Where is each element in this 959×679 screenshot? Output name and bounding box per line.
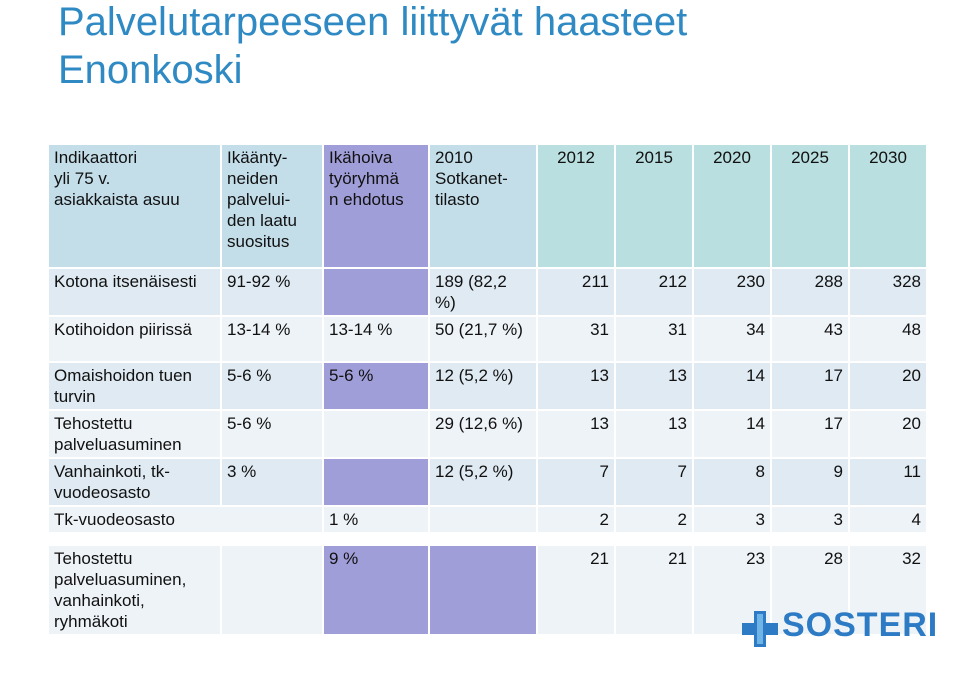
row-workgroup: 5-6 % <box>322 361 430 411</box>
table-row: Tk-vuodeosasto 1 % 2 2 3 3 4 <box>47 505 928 534</box>
table-row: Tehostettu palveluasuminen, vanhainkoti,… <box>47 544 928 636</box>
row-value: 13 <box>536 409 616 459</box>
logo-text: SOSTERI <box>782 606 939 644</box>
row-value: 31 <box>536 315 616 363</box>
row-sotkanet <box>428 505 538 534</box>
row-value: 23 <box>692 544 772 636</box>
row-value: 34 <box>692 315 772 363</box>
table-row: Kotihoidon piirissä 13-14 % 13-14 % 50 (… <box>47 315 928 363</box>
row-value: 14 <box>692 409 772 459</box>
row-value: 21 <box>536 544 616 636</box>
row-sotkanet: 50 (21,7 %) <box>428 315 538 363</box>
row-value: 328 <box>848 267 928 317</box>
header-year: 2030 <box>848 143 928 269</box>
page-title: Palvelutarpeeseen liittyvät haasteet Eno… <box>58 0 687 94</box>
row-value: 32 <box>848 544 928 636</box>
row-value: 3 <box>770 505 850 534</box>
table-row: Omaishoidon tuen turvin 5-6 % 5-6 % 12 (… <box>47 361 928 411</box>
row-value: 2 <box>536 505 616 534</box>
header-indicator: Indikaattori yli 75 v. asiakkaista asuu <box>47 143 222 269</box>
row-quality: 91-92 % <box>220 267 324 317</box>
row-sotkanet: 29 (12,6 %) <box>428 409 538 459</box>
cross-icon <box>742 611 778 647</box>
row-indicator: Kotihoidon piirissä <box>47 315 222 363</box>
row-value: 13 <box>536 361 616 411</box>
row-value: 20 <box>848 409 928 459</box>
row-value: 3 <box>692 505 772 534</box>
row-quality: 13-14 % <box>220 315 324 363</box>
sosteri-logo: SOSTERI <box>740 603 937 653</box>
row-value: 28 <box>770 544 850 636</box>
row-value: 48 <box>848 315 928 363</box>
row-workgroup: 1 % <box>322 505 430 534</box>
row-indicator: Tehostettu palveluasuminen <box>47 409 222 459</box>
row-value: 14 <box>692 361 772 411</box>
row-indicator: Tk-vuodeosasto <box>47 505 324 534</box>
table-row: Tehostettu palveluasuminen 5-6 % 29 (12,… <box>47 409 928 459</box>
row-value: 7 <box>614 457 694 507</box>
gap-cell <box>47 532 928 546</box>
header-year: 2025 <box>770 143 850 269</box>
header-year: 2012 <box>536 143 616 269</box>
row-workgroup <box>322 409 430 459</box>
row-quality: 5-6 % <box>220 409 324 459</box>
header-quality: Ikäänty-neiden palvelui-den laatu suositus <box>220 143 324 269</box>
table-header-row: Indikaattori yli 75 v. asiakkaista asuu Ik… <box>47 143 928 269</box>
row-sotkanet: 189 (82,2 %) <box>428 267 538 317</box>
row-value: 43 <box>770 315 850 363</box>
row-value: 13 <box>614 409 694 459</box>
row-quality: 5-6 % <box>220 361 324 411</box>
row-quality <box>220 544 324 636</box>
row-value: 9 <box>770 457 850 507</box>
row-value: 2 <box>614 505 694 534</box>
row-value: 4 <box>848 505 928 534</box>
row-value: 288 <box>770 267 850 317</box>
row-workgroup <box>322 457 430 507</box>
row-indicator: Omaishoidon tuen turvin <box>47 361 222 411</box>
row-value: 13 <box>614 361 694 411</box>
header-workgroup: Ikähoiva työryhmä n ehdotus <box>322 143 430 269</box>
row-value: 31 <box>614 315 694 363</box>
table-gap <box>47 532 928 546</box>
header-year: 2020 <box>692 143 772 269</box>
row-value: 17 <box>770 361 850 411</box>
row-value: 20 <box>848 361 928 411</box>
row-value: 211 <box>536 267 616 317</box>
row-value: 7 <box>536 457 616 507</box>
row-value: 212 <box>614 267 694 317</box>
row-sotkanet <box>428 544 538 636</box>
row-workgroup: 9 % <box>322 544 430 636</box>
row-sotkanet: 12 (5,2 %) <box>428 457 538 507</box>
row-value: 8 <box>692 457 772 507</box>
title-line-1: Palvelutarpeeseen liittyvät haasteet <box>58 0 688 44</box>
header-year: 2015 <box>614 143 694 269</box>
row-value: 21 <box>614 544 694 636</box>
table-row: Kotona itsenäisesti 91-92 % 189 (82,2 %)… <box>47 267 928 317</box>
row-quality: 3 % <box>220 457 324 507</box>
row-sotkanet: 12 (5,2 %) <box>428 361 538 411</box>
title-line-2: Enonkoski <box>58 48 243 92</box>
table-row: Vanhainkoti, tk-vuodeosasto 3 % 12 (5,2 … <box>47 457 928 507</box>
header-sotkanet: 2010 Sotkanet-tilasto <box>428 143 538 269</box>
row-workgroup: 13-14 % <box>322 315 430 363</box>
row-indicator: Tehostettu palveluasuminen, vanhainkoti,… <box>47 544 222 636</box>
data-table: Indikaattori yli 75 v. asiakkaista asuu Ik… <box>47 143 928 636</box>
row-indicator: Vanhainkoti, tk-vuodeosasto <box>47 457 222 507</box>
row-workgroup <box>322 267 430 317</box>
row-value: 230 <box>692 267 772 317</box>
row-indicator: Kotona itsenäisesti <box>47 267 222 317</box>
row-value: 17 <box>770 409 850 459</box>
row-value: 11 <box>848 457 928 507</box>
